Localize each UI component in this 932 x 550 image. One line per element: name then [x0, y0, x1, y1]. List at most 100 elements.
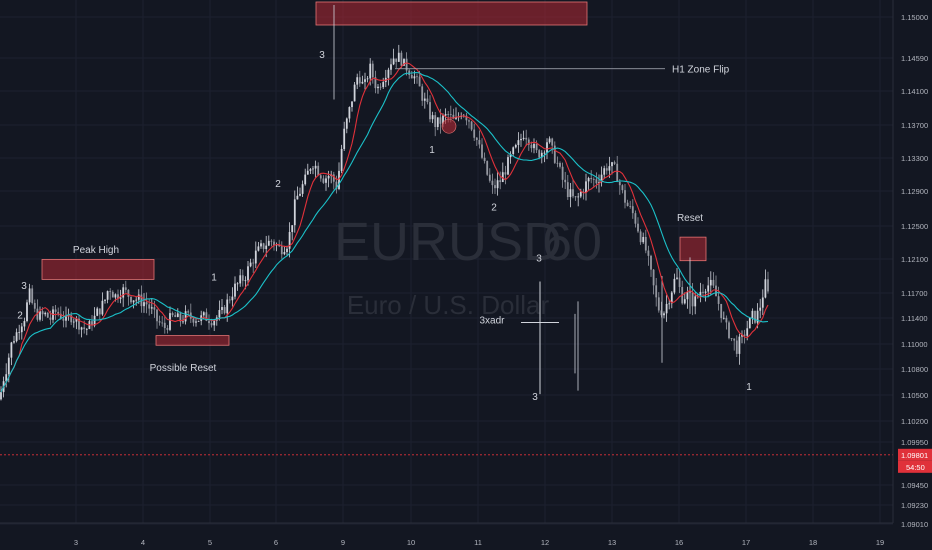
possible-reset-zone[interactable] — [155, 335, 230, 346]
circle-marker[interactable] — [441, 118, 457, 134]
candle-body — [109, 291, 112, 292]
candle-body — [754, 310, 756, 323]
candle-body — [13, 341, 15, 343]
candle-body — [668, 303, 671, 305]
candle-body — [122, 287, 125, 298]
price-axis[interactable]: 1.15000 1.14590 1.14100 1.13700 1.13300 1.129… — [892, 0, 932, 529]
candle-body — [577, 196, 580, 198]
candle-body — [735, 340, 738, 354]
candle-body — [18, 332, 21, 333]
price-tick-label: 1.09950 — [901, 438, 928, 447]
candle-body — [39, 311, 41, 320]
time-tick-label: 19 — [876, 538, 884, 547]
candle-body — [345, 118, 348, 129]
candle-body — [358, 77, 361, 84]
candle-body — [733, 338, 736, 341]
price-tick-label: 1.10800 — [901, 365, 928, 374]
h1-zone-flip-label: H1 Zone Flip — [672, 64, 730, 75]
candle-body — [309, 169, 312, 171]
candle-body — [637, 223, 639, 232]
candle-body — [507, 157, 509, 175]
candle-body — [31, 288, 34, 304]
candle-body — [304, 174, 307, 185]
candle-body — [0, 392, 2, 400]
candle-body — [543, 152, 546, 154]
candle-body — [223, 307, 226, 314]
candle-body — [93, 315, 96, 326]
candle-body — [431, 115, 434, 120]
candle-body — [728, 322, 730, 339]
price-tick-label: 1.12100 — [901, 255, 928, 264]
candle-body — [540, 152, 543, 158]
candle-body — [387, 69, 390, 78]
peak-high-zone[interactable] — [41, 259, 155, 280]
candle-body — [634, 213, 637, 224]
candle-body — [538, 150, 541, 158]
candle-body — [348, 107, 351, 119]
price-tick-label: 1.09010 — [901, 520, 928, 529]
top-supply-zone[interactable] — [315, 1, 588, 26]
wave-label: 3 — [319, 50, 325, 61]
candle-body — [280, 246, 283, 255]
candle-body — [488, 174, 491, 181]
candle-body — [267, 240, 270, 246]
candle-body — [241, 275, 244, 281]
candle-body — [509, 154, 512, 158]
candle-body — [400, 52, 403, 66]
wave-label: 2 — [491, 202, 497, 213]
candle-body — [533, 143, 535, 149]
time-tick-label: 13 — [608, 538, 616, 547]
candle-body — [712, 279, 715, 286]
candle-body — [247, 266, 249, 281]
reset-zone[interactable] — [679, 236, 707, 262]
candle-body — [629, 205, 632, 207]
price-tick-label: 1.09450 — [901, 481, 928, 490]
candle-body — [351, 101, 353, 108]
candle-body — [244, 280, 247, 282]
candle-body — [496, 180, 499, 189]
candle-body — [767, 279, 769, 292]
candle-body — [83, 327, 86, 329]
zone-boxes — [41, 1, 707, 346]
candle-body — [150, 307, 153, 309]
time-tick-label: 5 — [208, 538, 212, 547]
candle-body — [192, 318, 195, 323]
candle-body — [54, 309, 57, 312]
candle-body — [743, 334, 746, 336]
time-tick-label: 3 — [74, 538, 78, 547]
candle-body — [283, 252, 286, 255]
time-tick-label: 9 — [341, 538, 345, 547]
candle-body — [171, 313, 174, 316]
candle-body — [314, 165, 317, 169]
candle-body — [722, 317, 725, 319]
candle-body — [270, 240, 273, 242]
candle-body — [254, 250, 257, 264]
candle-body — [226, 299, 229, 314]
wave-label: 2 — [17, 311, 23, 322]
current-price-tag — [898, 448, 932, 461]
candle-body — [561, 166, 564, 180]
time-axis[interactable]: 3 4 5 6 9 10 11 12 13 16 17 18 19 — [0, 522, 893, 547]
countdown-value: 54:50 — [906, 463, 925, 472]
candle-body — [340, 148, 343, 171]
candle-body — [631, 206, 634, 214]
candle-body — [738, 336, 741, 354]
price-tick-label: 1.09230 — [901, 501, 928, 510]
candle-body — [605, 168, 608, 171]
candle-body — [182, 321, 184, 323]
candle-body — [306, 170, 309, 175]
candle-body — [104, 299, 106, 301]
candle-body — [49, 317, 52, 320]
candle-body — [5, 374, 8, 382]
watermark: EURUSD 60 Euro / U.S. Dollar — [334, 212, 602, 320]
candle-body — [148, 304, 151, 309]
price-tick-label: 1.15000 — [901, 13, 928, 22]
candle-body — [353, 84, 356, 102]
candle-body — [455, 117, 457, 119]
candle-body — [527, 139, 530, 145]
candle-body — [585, 181, 587, 193]
candle-body — [395, 58, 398, 62]
candle-body — [522, 137, 525, 139]
time-tick-label: 18 — [809, 538, 817, 547]
